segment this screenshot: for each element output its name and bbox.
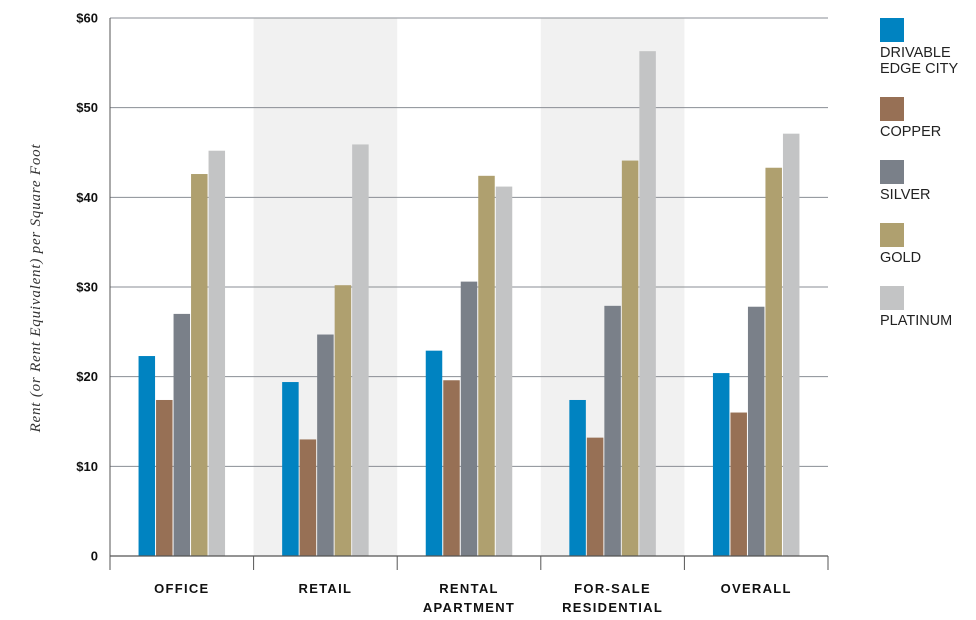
x-tick-label: RENTAL — [439, 581, 499, 596]
y-tick-label: 0 — [91, 549, 98, 564]
legend-label: GOLD — [880, 250, 922, 266]
bar — [460, 281, 478, 556]
x-tick-label: APARTMENT — [423, 600, 515, 615]
legend-item: PLATINUM — [880, 286, 976, 329]
y-tick-label: $60 — [76, 11, 98, 26]
y-tick-label: $10 — [76, 459, 98, 474]
x-tick-label: OVERALL — [721, 581, 792, 596]
bar — [317, 334, 334, 556]
y-tick-labels: 0 $10 $20 $30 $40 $50 $60 — [76, 11, 98, 564]
legend: DRIVABLE EDGE CITY COPPER SILVER GOLD PLATIN… — [880, 18, 976, 349]
bar — [569, 399, 586, 556]
legend-item: DRIVABLE EDGE CITY — [880, 18, 976, 77]
y-tick-label: $20 — [76, 369, 98, 384]
y-tick-label: $50 — [76, 100, 98, 115]
x-tick-label: RESIDENTIAL — [562, 600, 663, 615]
legend-label: DRIVABLE EDGE CITY — [880, 45, 959, 77]
legend-swatch — [880, 223, 904, 247]
legend-item: COPPER — [880, 97, 976, 140]
bar — [478, 175, 495, 556]
bar — [621, 160, 639, 556]
bar — [730, 412, 747, 556]
bar — [639, 51, 656, 556]
bar — [173, 313, 191, 556]
bar — [765, 167, 782, 556]
bar — [604, 305, 621, 556]
y-tick-label: $40 — [76, 190, 98, 205]
bar — [299, 439, 317, 556]
bar — [156, 399, 173, 556]
legend-item: GOLD — [880, 223, 976, 266]
axes — [109, 18, 829, 570]
x-tick-labels: OFFICE RETAIL RENTAL APARTMENT FOR-SALE RESID… — [154, 581, 792, 615]
bar-chart: 0 $10 $20 $30 $40 $50 $60 OFFICE RETAIL RENTAL AP… — [28, 11, 829, 615]
bar — [495, 186, 513, 556]
legend-swatch — [880, 286, 904, 310]
legend-label: PLATINUM — [880, 313, 953, 329]
x-tick-label: OFFICE — [154, 581, 209, 596]
y-axis-label: Rent (or Rent Equivalent) per Square Foo… — [28, 144, 44, 434]
bar — [782, 133, 800, 557]
bar — [425, 350, 443, 556]
bar — [712, 373, 730, 556]
legend-swatch — [880, 160, 904, 184]
bar — [352, 144, 369, 556]
legend-swatch — [880, 97, 904, 121]
bars — [138, 51, 800, 557]
bar — [334, 285, 352, 556]
bar — [443, 380, 460, 556]
bar — [208, 150, 226, 556]
y-tick-label: $30 — [76, 280, 98, 295]
bar — [138, 356, 156, 556]
legend-swatch — [880, 18, 904, 42]
bar — [586, 437, 604, 556]
legend-item: SILVER — [880, 160, 976, 203]
bar — [747, 306, 765, 556]
x-tick-label: RETAIL — [299, 581, 353, 596]
bar — [282, 382, 299, 556]
legend-label: SILVER — [880, 187, 931, 203]
bar — [191, 174, 208, 556]
x-tick-label: FOR-SALE — [574, 581, 651, 596]
legend-label: COPPER — [880, 124, 942, 140]
